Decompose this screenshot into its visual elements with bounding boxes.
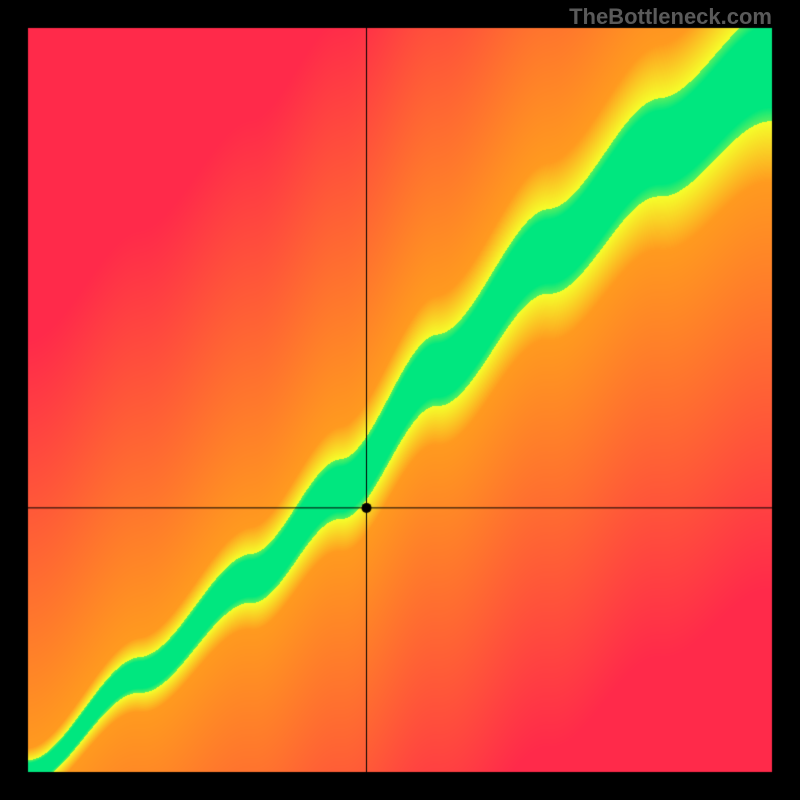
bottleneck-heatmap [0,0,800,800]
watermark-text: TheBottleneck.com [569,4,772,30]
chart-container: TheBottleneck.com [0,0,800,800]
